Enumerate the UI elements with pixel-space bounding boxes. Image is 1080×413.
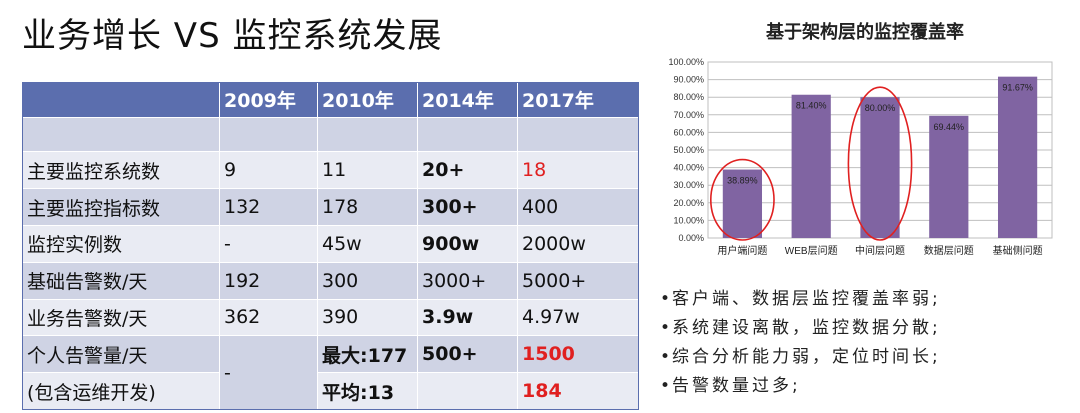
table-cell: 业务告警数/天 <box>22 298 220 337</box>
bullet-icon: • <box>660 289 671 309</box>
bar <box>929 115 969 238</box>
table-cell: 11 <box>317 151 418 190</box>
note-text: 综合分析能力弱，定位时间长; <box>672 347 941 367</box>
table-row: 主要监控指标数 132 178 300+ 400 <box>22 188 640 227</box>
y-tick-label: 0.00% <box>678 233 704 243</box>
table-cell: 基础告警数/天 <box>22 261 220 300</box>
table-cell: 300+ <box>417 188 518 227</box>
table-row: (包含运维开发) 平均:13 184 <box>22 372 640 410</box>
table-cell: - <box>219 225 318 263</box>
x-tick-label: WEB层问题 <box>785 244 838 257</box>
table-cell: 500+ <box>417 335 518 374</box>
table-header-cell: 2010年 <box>317 82 418 118</box>
note-text: 告警数量过多; <box>672 376 801 396</box>
bar <box>791 94 831 239</box>
table-row: 主要监控系统数 9 11 20+ 18 <box>22 151 640 190</box>
data-label: 38.89% <box>727 176 758 186</box>
data-label: 80.00% <box>865 103 896 113</box>
table-cell: 主要监控指标数 <box>22 188 220 227</box>
table-cell: (包含运维开发) <box>22 372 220 410</box>
y-tick-label: 10.00% <box>673 215 704 225</box>
bullet-icon: • <box>660 347 671 367</box>
table-header-row: 2009年 2010年 2014年 2017年 <box>22 82 640 118</box>
table-row: 业务告警数/天 362 390 3.9w 4.97w <box>22 298 640 337</box>
table-spacer-row <box>22 116 640 153</box>
bar <box>860 97 900 238</box>
table-cell: 9 <box>219 151 318 190</box>
bar <box>997 76 1038 238</box>
table-cell: 184 <box>517 372 640 410</box>
bar <box>722 169 763 238</box>
y-tick-label: 20.00% <box>673 198 704 208</box>
data-label: 69.44% <box>934 122 965 132</box>
table-cell: 平均:13 <box>317 372 418 410</box>
table-cell: 20+ <box>417 151 518 190</box>
y-tick-label: 60.00% <box>673 127 704 137</box>
y-tick-label: 70.00% <box>673 110 704 120</box>
x-tick-label: 数据层问题 <box>924 244 974 257</box>
note-text: 系统建设离散，监控数据分散; <box>672 318 941 338</box>
note-item: • 客户端、数据层监控覆盖率弱; <box>660 285 941 314</box>
table-cell: 1500 <box>517 335 640 374</box>
table-cell: 132 <box>219 188 318 227</box>
note-item: • 综合分析能力弱，定位时间长; <box>660 343 941 372</box>
table-cell: 2000w <box>517 225 640 263</box>
x-tick-label: 用户端问题 <box>717 244 767 257</box>
table-cell: 最大:177 <box>317 335 418 374</box>
table-cell: 362 <box>219 298 318 337</box>
table-cell: 192 <box>219 261 318 300</box>
y-tick-label: 100.00% <box>668 57 704 67</box>
y-tick-label: 30.00% <box>673 180 704 190</box>
note-text: 客户端、数据层监控覆盖率弱; <box>672 289 941 309</box>
table-row: 个人告警量/天 - 最大:177 500+ 1500 <box>22 335 640 410</box>
table-cell: 900w <box>417 225 518 263</box>
coverage-bar-chart: 0.00% 10.00% 20.00% 30.00% 40.00% 50.00% 60.00… <box>668 57 1053 257</box>
x-tick-label: 中间层问题 <box>855 244 905 257</box>
x-tick-label: 基础侧问题 <box>993 244 1043 257</box>
highlight-circle <box>709 158 775 241</box>
table-header-cell: 2009年 <box>219 82 318 118</box>
table-header-cell: 2014年 <box>417 82 518 118</box>
y-tick-label: 40.00% <box>673 163 704 173</box>
table-header-cell: 2017年 <box>517 82 640 118</box>
data-label: 81.40% <box>796 101 827 111</box>
table-cell: 主要监控系统数 <box>22 151 220 190</box>
notes-list: • 客户端、数据层监控覆盖率弱; • 系统建设离散，监控数据分散; • 综合分析能力弱… <box>660 285 941 401</box>
table-cell: 300 <box>317 261 418 300</box>
bullet-icon: • <box>660 318 671 338</box>
table-cell: 45w <box>317 225 418 263</box>
table-cell: 3.9w <box>417 298 518 337</box>
table-cell: 个人告警量/天 <box>22 335 220 374</box>
table-header-cell <box>22 82 220 118</box>
note-item: • 告警数量过多; <box>660 372 941 401</box>
table-cell: 4.97w <box>517 298 640 337</box>
note-item: • 系统建设离散，监控数据分散; <box>660 314 941 343</box>
table-cell: 178 <box>317 188 418 227</box>
y-tick-label: 80.00% <box>673 92 704 102</box>
table-cell: 18 <box>517 151 640 190</box>
table-row: 基础告警数/天 192 300 3000+ 5000+ <box>22 261 640 300</box>
highlight-circle <box>847 86 913 241</box>
y-tick-label: 90.00% <box>673 75 704 85</box>
table-cell <box>417 372 518 410</box>
page-title: 业务增长 VS 监控系统发展 <box>22 16 443 56</box>
table-cell: 390 <box>317 298 418 337</box>
table-cell: 3000+ <box>417 261 518 300</box>
table-cell: - <box>219 335 318 410</box>
y-tick-label: 50.00% <box>673 145 704 155</box>
table-cell: 监控实例数 <box>22 225 220 263</box>
table-row: 监控实例数 - 45w 900w 2000w <box>22 225 640 263</box>
table-cell: 400 <box>517 188 640 227</box>
chart-title: 基于架构层的监控覆盖率 <box>766 22 964 43</box>
data-label: 91.67% <box>1002 83 1033 93</box>
bullet-icon: • <box>660 376 671 396</box>
table-cell: 5000+ <box>517 261 640 300</box>
metrics-table: 2009年 2010年 2014年 2017年 主要监控系统数 9 11 20+… <box>22 82 640 410</box>
